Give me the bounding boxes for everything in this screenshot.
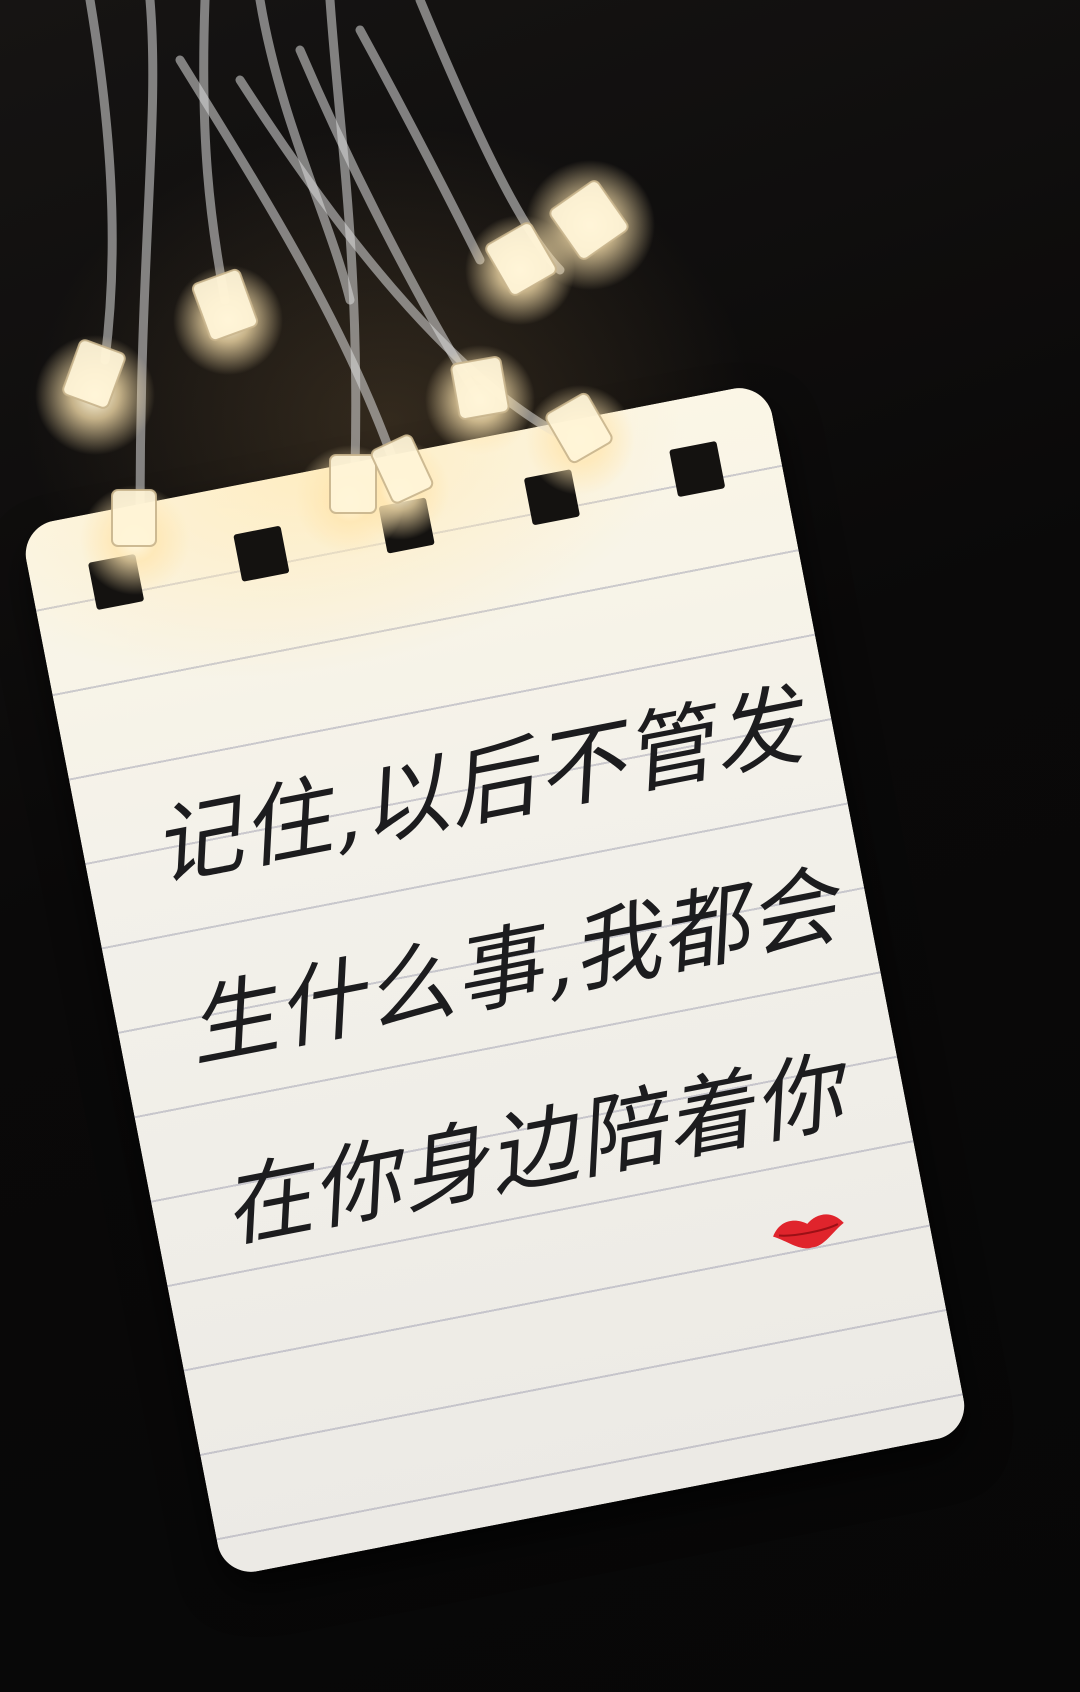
lip-print-icon (773, 1214, 844, 1249)
notepad-card: 记住,以后不管发 生什么事,我都会 在你身边陪着你 (19, 382, 971, 1578)
fairy-lights-icon (35, 0, 655, 595)
handwritten-message: 记住,以后不管发 生什么事,我都会 在你身边陪着你 (136, 637, 870, 1301)
